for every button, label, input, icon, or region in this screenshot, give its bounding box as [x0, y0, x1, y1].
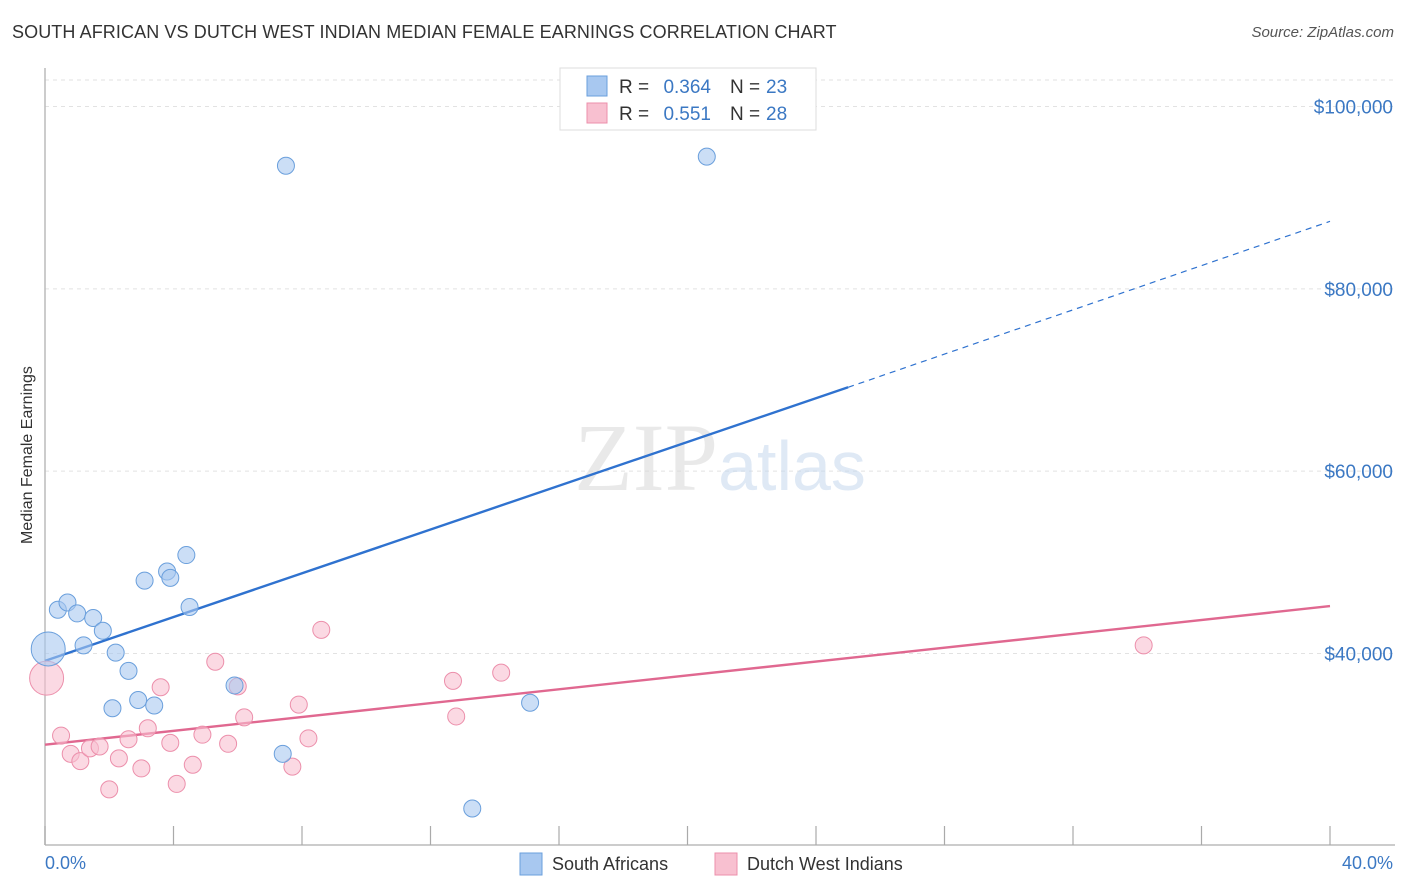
point-south-africans [84, 608, 103, 627]
point-dutch-west-indians [138, 719, 157, 738]
point-dutch-west-indians [206, 652, 225, 671]
point-south-africans [68, 604, 87, 623]
point-south-africans [30, 631, 66, 667]
point-dutch-west-indians [90, 737, 109, 756]
point-dutch-west-indians [283, 757, 302, 776]
point-south-africans [93, 621, 112, 640]
point-dutch-west-indians [492, 663, 511, 682]
point-dutch-west-indians [71, 752, 90, 771]
point-dutch-west-indians [193, 725, 212, 744]
point-south-africans [177, 546, 196, 565]
x-tick-label: 0.0% [45, 853, 86, 873]
point-south-africans [74, 636, 93, 655]
point-south-africans [521, 693, 540, 712]
legend-r-label: R = [619, 77, 649, 98]
legend-swatch [586, 102, 608, 124]
point-dutch-west-indians [235, 708, 254, 727]
point-dutch-west-indians [219, 734, 238, 753]
watermark: ZIPatlas [574, 404, 866, 511]
point-dutch-west-indians [119, 730, 138, 749]
point-dutch-west-indians [167, 774, 186, 793]
bottom-legend-label: South Africans [552, 854, 668, 874]
point-dutch-west-indians [447, 707, 466, 726]
legend-n-label: N = [730, 104, 760, 125]
point-dutch-west-indians [151, 678, 170, 697]
legend-box: R = 0.364 N = 23 R = 0.551 N = 28 [559, 67, 817, 131]
point-dutch-west-indians [312, 620, 331, 639]
point-south-africans [276, 156, 295, 175]
legend-n-label: N = [730, 77, 760, 98]
y-tick-label: $80,000 [1324, 280, 1393, 301]
trend-line-extension [847, 220, 1331, 388]
point-south-africans [180, 598, 199, 617]
trend-line-dutch-west-indians [44, 604, 1331, 746]
y-tick-label: $40,000 [1324, 645, 1393, 666]
bottom-legend-swatch [714, 852, 738, 876]
point-south-africans [273, 744, 292, 763]
y-tick-label: $100,000 [1314, 97, 1393, 118]
point-dutch-west-indians [299, 729, 318, 748]
trend-line-south-africans [44, 386, 849, 662]
point-dutch-west-indians [289, 695, 308, 714]
point-dutch-west-indians [183, 755, 202, 774]
point-south-africans [161, 568, 180, 587]
x-tick-label: 40.0% [1342, 853, 1393, 873]
legend-r-value: 0.364 [663, 77, 711, 98]
axes [44, 68, 1395, 846]
x-tick-labels: 0.0% 40.0% [45, 853, 1393, 873]
gridlines [45, 79, 1395, 655]
data-points [29, 147, 1153, 818]
point-dutch-west-indians [132, 759, 151, 778]
point-south-africans [106, 643, 125, 662]
point-dutch-west-indians [443, 671, 462, 690]
legend-n-value: 23 [766, 77, 787, 98]
chart-source: Source: ZipAtlas.com [1251, 24, 1394, 41]
y-tick-labels: $40,000 $60,000 $80,000 $100,000 [1314, 97, 1393, 665]
point-dutch-west-indians [109, 749, 128, 768]
bottom-legend: South Africans Dutch West Indians [519, 852, 903, 876]
point-dutch-west-indians [52, 726, 71, 745]
bottom-legend-swatch [519, 852, 543, 876]
point-south-africans [463, 799, 482, 818]
trend-lines [44, 220, 1331, 746]
point-dutch-west-indians [100, 780, 119, 799]
point-south-africans [135, 571, 154, 590]
point-south-africans [119, 661, 138, 680]
bottom-legend-label: Dutch West Indians [747, 854, 903, 874]
point-south-africans [129, 691, 148, 710]
point-south-africans [103, 699, 122, 718]
legend-r-label: R = [619, 104, 649, 125]
legend-swatch [586, 75, 608, 97]
point-south-africans [225, 676, 244, 695]
point-south-africans [145, 696, 164, 715]
y-tick-label: $60,000 [1324, 462, 1393, 483]
legend-n-value: 28 [766, 104, 787, 125]
point-dutch-west-indians [161, 733, 180, 752]
legend-r-value: 0.551 [663, 104, 711, 125]
point-dutch-west-indians [1134, 636, 1153, 655]
point-south-africans [697, 147, 716, 166]
chart-title: SOUTH AFRICAN VS DUTCH WEST INDIAN MEDIA… [12, 22, 837, 42]
